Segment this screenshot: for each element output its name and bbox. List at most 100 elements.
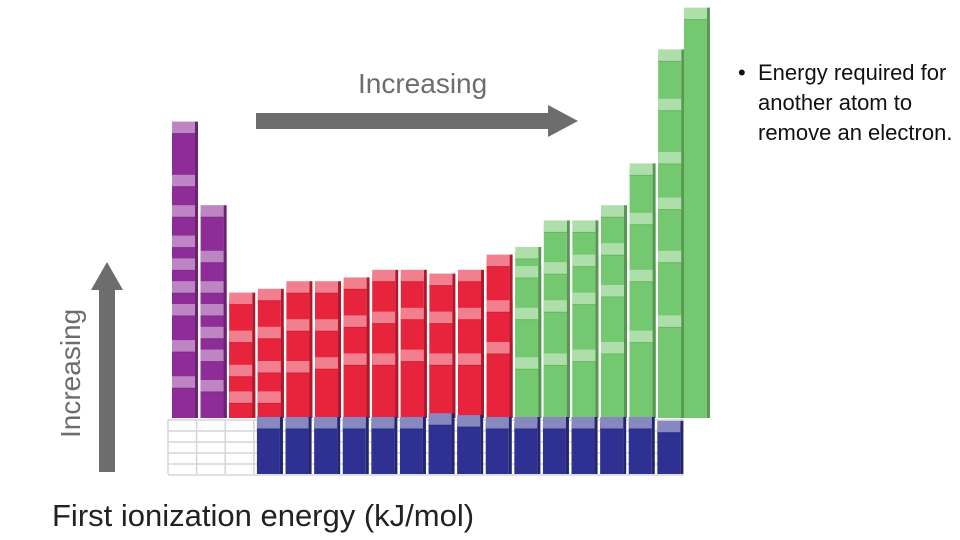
bar-f-block bbox=[571, 417, 598, 474]
bar-front bbox=[200, 386, 224, 418]
bar-front bbox=[458, 359, 481, 418]
bar-cap bbox=[543, 220, 567, 233]
bar-cap bbox=[658, 250, 682, 263]
bar-cap bbox=[543, 353, 567, 366]
bar-side bbox=[195, 376, 198, 418]
bar-cap bbox=[372, 311, 396, 324]
bar-cap bbox=[343, 315, 367, 328]
bar-cap bbox=[572, 292, 596, 305]
bar-cap bbox=[629, 269, 653, 282]
bar-side bbox=[252, 391, 256, 418]
bar-front bbox=[658, 321, 682, 418]
bar-cap bbox=[658, 152, 682, 164]
bar-side bbox=[594, 417, 598, 474]
bar-front bbox=[657, 426, 681, 474]
bar-front bbox=[315, 363, 338, 418]
bar-f-block bbox=[399, 417, 426, 474]
bar-cap bbox=[342, 417, 366, 429]
bar-cap bbox=[343, 353, 367, 366]
bar-front bbox=[343, 359, 367, 418]
bar-front bbox=[172, 382, 195, 418]
bar-d-block bbox=[486, 342, 513, 418]
bar-side bbox=[422, 417, 426, 474]
bar-cap bbox=[601, 342, 624, 354]
bar-cap bbox=[257, 326, 281, 339]
bar-side bbox=[394, 417, 398, 474]
bar-cap bbox=[172, 121, 195, 134]
bar-front bbox=[314, 423, 338, 474]
bar-front bbox=[286, 367, 310, 418]
bar-cap bbox=[257, 361, 281, 373]
bar-side bbox=[279, 417, 283, 474]
bar-cap bbox=[172, 174, 195, 187]
bar-p-block bbox=[515, 357, 542, 418]
bar-cap bbox=[429, 311, 453, 324]
bar-cap bbox=[629, 163, 653, 176]
bar-f-block bbox=[600, 417, 627, 474]
bar-f-block bbox=[514, 417, 541, 474]
bar-d-block bbox=[400, 349, 427, 418]
bar-side bbox=[681, 315, 685, 418]
bar-cap bbox=[658, 315, 682, 328]
bar-d-block bbox=[343, 353, 370, 418]
bar-cap bbox=[256, 417, 280, 429]
bar-side bbox=[508, 417, 512, 474]
bar-cap bbox=[486, 254, 510, 267]
bar-cap bbox=[285, 417, 309, 429]
bar-cap bbox=[543, 262, 567, 275]
bar-side bbox=[480, 415, 484, 474]
bar-cap bbox=[371, 417, 395, 429]
bar-cap bbox=[485, 417, 509, 429]
bar-cap bbox=[172, 258, 195, 271]
horizontal-arrow-label: Increasing bbox=[358, 68, 487, 99]
bar-cap bbox=[458, 353, 481, 366]
horizontal-increasing-arrow: Increasing bbox=[256, 68, 578, 137]
bar-side bbox=[565, 417, 569, 474]
bar-cap bbox=[658, 197, 682, 210]
bar-cap bbox=[683, 7, 707, 20]
bar-p-block bbox=[543, 353, 570, 418]
bar-cap bbox=[200, 326, 224, 339]
bar-side bbox=[595, 349, 599, 418]
bar-cap bbox=[229, 330, 253, 343]
bar-cap bbox=[601, 243, 624, 256]
bullet-point: • Energy required for another atom to re… bbox=[738, 58, 956, 148]
bar-side bbox=[537, 417, 541, 474]
bar-cap bbox=[600, 417, 624, 429]
bar-cap bbox=[200, 304, 224, 316]
bar-cap bbox=[229, 364, 253, 377]
bar-cap bbox=[172, 205, 195, 218]
bar-side bbox=[451, 413, 455, 474]
bar-f-block bbox=[542, 417, 569, 474]
bar-cap bbox=[172, 304, 195, 316]
bar-f-block bbox=[428, 413, 455, 474]
bar-side bbox=[308, 417, 312, 474]
bar-cap bbox=[315, 281, 338, 294]
vertical-arrow-label: Increasing bbox=[55, 309, 86, 438]
bar-side bbox=[365, 417, 369, 474]
bar-cap bbox=[486, 300, 510, 313]
bar-cap bbox=[200, 349, 224, 362]
bar-cap bbox=[200, 281, 224, 294]
bar-cap bbox=[315, 319, 338, 332]
vertical-increasing-arrow: Increasing bbox=[55, 262, 123, 472]
bar-front bbox=[543, 359, 567, 418]
bar-cap bbox=[172, 235, 195, 248]
bar-side bbox=[395, 353, 399, 418]
bar-cap bbox=[257, 391, 281, 404]
bar-front bbox=[515, 363, 539, 418]
bar-d-block bbox=[286, 361, 313, 418]
bar-front bbox=[485, 423, 509, 474]
bar-cap bbox=[372, 353, 396, 366]
bar-side bbox=[566, 353, 570, 418]
bar-front bbox=[428, 419, 452, 474]
bar-side bbox=[280, 361, 284, 418]
bar-p-block bbox=[658, 315, 685, 418]
bar-cap bbox=[601, 205, 624, 218]
bar-cap bbox=[200, 380, 224, 392]
bar-front bbox=[600, 423, 624, 474]
bar-side bbox=[337, 417, 341, 474]
chart-title: First ionization energy (kJ/mol) bbox=[52, 498, 475, 533]
bar-front bbox=[371, 423, 395, 474]
